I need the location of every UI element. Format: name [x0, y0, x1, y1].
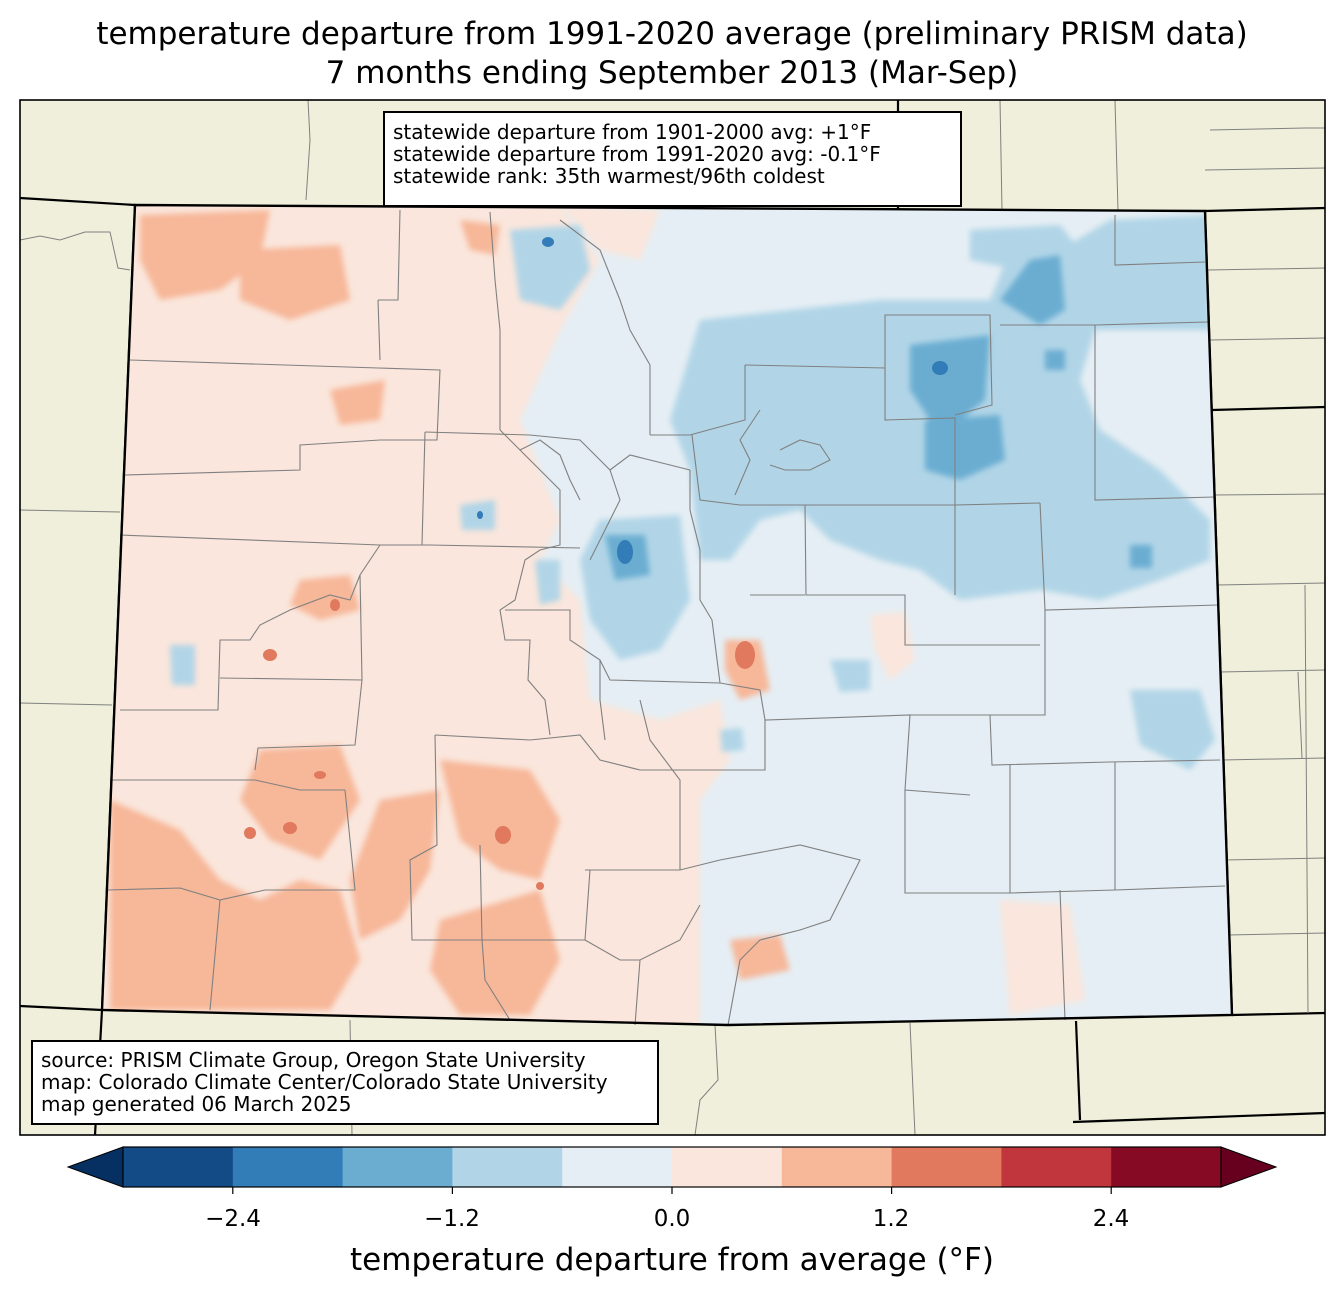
colorbar-tick-label: 2.4	[1092, 1206, 1130, 1232]
generated-date-line: map generated 06 March 2025	[41, 1092, 352, 1116]
source-line: source: PRISM Climate Group, Oregon Stat…	[41, 1048, 586, 1072]
colorbar	[66, 1146, 1278, 1194]
temperature-field	[102, 205, 1232, 1025]
colorbar-segment	[232, 1147, 344, 1187]
colorbar-segment	[1111, 1147, 1222, 1187]
map-subtitle: 7 months ending September 2013 (Mar-Sep)	[325, 55, 1019, 91]
colorbar-tick-label: 1.2	[872, 1206, 910, 1232]
colorbar-segment	[672, 1147, 783, 1187]
colorbar-segment	[452, 1147, 563, 1187]
colorbar-segment	[1001, 1147, 1112, 1187]
colorbar-tick-label: 0.0	[653, 1206, 691, 1232]
colorado-state-border	[100, 203, 1234, 1027]
colorbar-tick-label: −1.2	[424, 1206, 480, 1232]
stat-departure-1991-2020: statewide departure from 1991-2020 avg: …	[393, 142, 881, 166]
colorado-county-lines	[107, 209, 1226, 1026]
colorbar-under-arrow	[66, 1146, 124, 1188]
colorbar-segment	[781, 1147, 893, 1187]
map-title: temperature departure from 1991-2020 ave…	[96, 16, 1248, 52]
colorbar-label: temperature departure from average (°F)	[350, 1242, 994, 1278]
colorbar-tick-label: −2.4	[205, 1206, 261, 1232]
colorbar-segment	[891, 1147, 1002, 1187]
statewide-stats-box: statewide departure from 1901-2000 avg: …	[383, 111, 962, 207]
map-credit-line: map: Colorado Climate Center/Colorado St…	[41, 1070, 608, 1094]
stat-rank: statewide rank: 35th warmest/96th coldes…	[393, 164, 825, 188]
map-frame	[19, 99, 1326, 1136]
stat-departure-1901-2000: statewide departure from 1901-2000 avg: …	[393, 120, 872, 144]
colorbar-segment	[123, 1147, 234, 1187]
colorbar-over-arrow	[1220, 1146, 1278, 1188]
colorbar-segment	[342, 1147, 453, 1187]
colorbar-segment	[562, 1147, 673, 1187]
source-box: source: PRISM Climate Group, Oregon Stat…	[31, 1040, 659, 1125]
